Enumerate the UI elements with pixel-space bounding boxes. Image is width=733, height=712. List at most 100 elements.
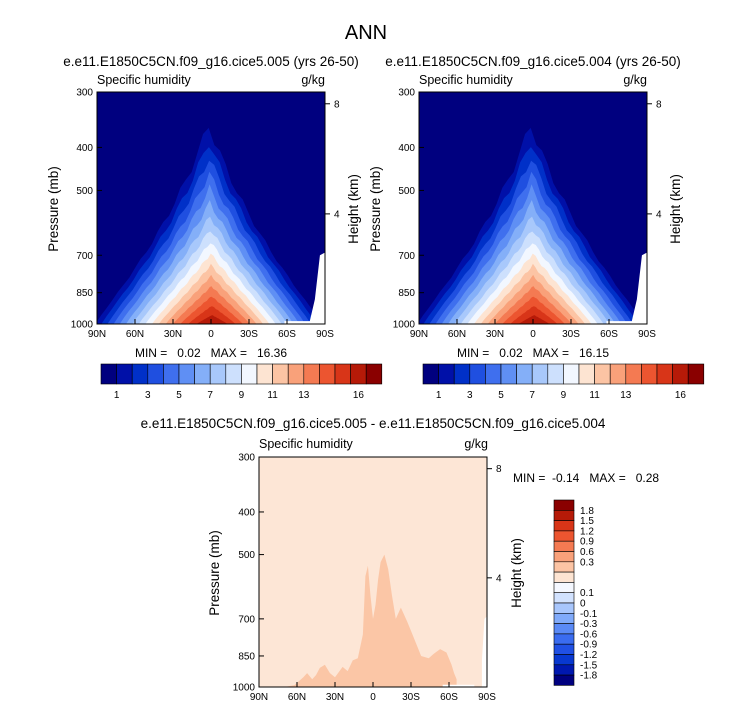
colorbar-cell xyxy=(303,363,320,385)
colorbar-label: 0.6 xyxy=(580,547,594,558)
colorbar-cell xyxy=(553,509,575,521)
colorbar: 1.81.51.20.90.60.30.10-0.1-0.3-0.6-0.9-1… xyxy=(553,499,598,686)
colorbar-label: 7 xyxy=(529,390,535,401)
y-tick-label: 300 xyxy=(76,88,93,99)
y-axis-label: Pressure (mb) xyxy=(368,166,383,252)
x-tick-label: 90N xyxy=(250,692,268,703)
colorbar-label: 5 xyxy=(176,390,182,401)
colorbar-cell xyxy=(641,363,658,385)
colorbar-label: -1.2 xyxy=(580,650,598,661)
colorbar-label: 11 xyxy=(589,390,600,401)
colorbar-cell xyxy=(178,363,195,385)
y-tick-label: 500 xyxy=(238,550,255,561)
y-axis-label: Pressure (mb) xyxy=(207,530,222,616)
panel-difference: e.e11.E1850C5CN.f09_g16.cice5.005 - e.e1… xyxy=(141,416,660,703)
colorbar-label: 11 xyxy=(267,390,278,401)
colorbar-cell xyxy=(578,363,595,385)
x-tick-label: 60N xyxy=(288,692,306,703)
x-tick-label: 60S xyxy=(440,692,458,703)
contour-plot: 300 400 500 700 850 1000 8 4 90N 60N 30N 0 30S 60S 90S xyxy=(393,88,662,341)
y-tick-label: 500 xyxy=(398,186,415,197)
colorbar-cell xyxy=(131,363,149,385)
colorbar-cell xyxy=(272,363,289,385)
x-tick-label: 0 xyxy=(208,329,214,340)
y-axis-right-label: Height (km) xyxy=(346,174,361,244)
height-tick-label: 8 xyxy=(656,99,662,110)
colorbar-cell xyxy=(553,602,575,614)
right-label: g/kg xyxy=(464,437,488,451)
colorbar-label: 0 xyxy=(580,599,586,610)
colorbar-cell xyxy=(553,551,575,563)
colorbar-cell xyxy=(422,363,439,385)
colorbar-label: -1.8 xyxy=(580,671,598,682)
colorbar-cell xyxy=(553,571,575,583)
colorbar-label: 1 xyxy=(436,390,442,401)
panel-model-004: e.e11.E1850C5CN.f09_g16.cice5.004 (yrs 2… xyxy=(368,54,705,401)
colorbar-cell xyxy=(687,363,705,385)
y-tick-label: 700 xyxy=(238,614,255,625)
colorbar-cell xyxy=(365,363,383,385)
y-tick-label: 400 xyxy=(76,143,93,154)
colorbar-cell xyxy=(209,363,227,385)
colorbar-label: 0.9 xyxy=(580,537,594,548)
colorbar-cell xyxy=(553,592,575,604)
x-tick-label: 0 xyxy=(370,692,376,703)
colorbar-cell xyxy=(553,499,575,511)
missing-data xyxy=(606,252,647,324)
colorbar-label: 13 xyxy=(298,390,310,401)
y-axis-right-label: Height (km) xyxy=(668,174,683,244)
colorbar-cell xyxy=(553,674,575,686)
colorbar-cell xyxy=(656,363,673,385)
colorbar-cell xyxy=(350,363,367,385)
y-tick-label: 1000 xyxy=(71,320,94,331)
figure-title: ANN xyxy=(345,22,387,44)
colorbar-label: 0.1 xyxy=(580,588,594,599)
colorbar-cell xyxy=(553,633,575,645)
colorbar-cell xyxy=(319,363,336,385)
y-tick-label: 1000 xyxy=(233,683,256,694)
min-max-stats: MIN = -0.14 MAX = 0.28 xyxy=(513,471,659,485)
contour-band xyxy=(518,315,550,324)
x-tick-label: 30N xyxy=(164,329,182,340)
x-tick-label: 0 xyxy=(530,329,536,340)
colorbar-cell xyxy=(256,363,273,385)
colorbar-cell xyxy=(553,582,575,594)
contour-bands xyxy=(419,92,647,324)
colorbar-cell xyxy=(100,363,117,385)
colorbar-cell xyxy=(516,363,533,385)
colorbar-label: 9 xyxy=(239,390,245,401)
colorbar-cell xyxy=(563,363,580,385)
colorbar-cell xyxy=(672,363,689,385)
contour-bands xyxy=(97,92,325,324)
x-tick-label: 90S xyxy=(478,692,496,703)
y-axis-right-label: Height (km) xyxy=(509,538,524,608)
colorbar-label: 3 xyxy=(467,390,473,401)
colorbar-cell xyxy=(553,643,575,655)
y-tick-label: 1000 xyxy=(393,320,416,331)
x-tick-label: 90S xyxy=(316,329,334,340)
colorbar-label: 1.8 xyxy=(580,506,594,517)
colorbar-label: 0.3 xyxy=(580,557,594,568)
colorbar-cell xyxy=(609,363,627,385)
missing-data xyxy=(284,252,325,324)
colorbar-cell xyxy=(553,561,575,573)
x-tick-label: 60S xyxy=(600,329,618,340)
left-label: Specific humidity xyxy=(259,437,354,451)
colorbar-cell xyxy=(438,363,455,385)
height-tick-label: 4 xyxy=(334,209,340,220)
colorbar: 1 3 5 7 9 11 13 16 xyxy=(422,363,705,401)
x-tick-label: 90N xyxy=(410,329,428,340)
contour-plot: 300 400 500 700 850 1000 8 4 90N 60N 30N 0 30S 60S 90S xyxy=(71,88,340,341)
height-tick-label: 8 xyxy=(334,99,340,110)
x-tick-label: 90N xyxy=(88,329,106,340)
y-tick-label: 850 xyxy=(238,651,255,662)
colorbar-label: 1.5 xyxy=(580,516,594,527)
colorbar-label: -0.3 xyxy=(580,619,598,630)
y-tick-label: 500 xyxy=(76,186,93,197)
contour-band xyxy=(510,306,558,324)
panel-model-005: e.e11.E1850C5CN.f09_g16.cice5.005 (yrs 2… xyxy=(46,54,383,401)
contour-plot: 300 400 500 700 850 1000 8 4 90N 60N 30N 0 30S 60S 90S xyxy=(233,453,502,704)
y-tick-label: 300 xyxy=(398,88,415,99)
x-tick-label: 30S xyxy=(562,329,580,340)
height-tick-label: 8 xyxy=(496,464,502,475)
